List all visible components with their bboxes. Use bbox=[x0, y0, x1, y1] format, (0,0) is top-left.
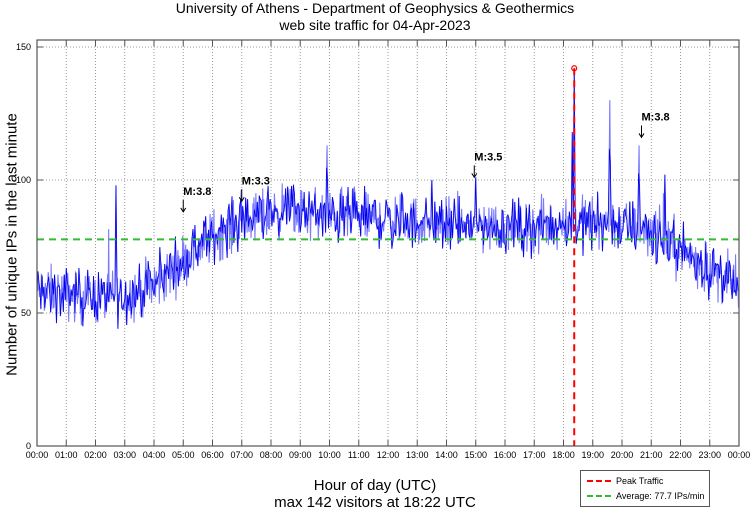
earthquake-annotation: M:3.5 bbox=[471, 151, 502, 179]
x-tick-label: 19:00 bbox=[581, 450, 604, 460]
x-tick-label: 23:00 bbox=[698, 450, 721, 460]
annotation-arrow-head bbox=[180, 207, 187, 213]
x-tick-label: 00:00 bbox=[728, 450, 750, 460]
series-line bbox=[36, 68, 739, 329]
annotation-arrow-head bbox=[471, 173, 478, 179]
legend-item-average: Average: 77.7 IPs/min bbox=[587, 490, 704, 502]
legend-swatch-average bbox=[587, 495, 611, 497]
x-tick-label: 00:00 bbox=[26, 450, 49, 460]
x-tick-label: 06:00 bbox=[201, 450, 224, 460]
annotation-label: M:3.8 bbox=[642, 111, 670, 123]
x-tick-label: 14:00 bbox=[435, 450, 458, 460]
earthquake-annotation: M:3.3 bbox=[238, 175, 270, 203]
x-axis-label: Hour of day (UTC) bbox=[313, 477, 437, 494]
legend: Peak Traffic Average: 77.7 IPs/min bbox=[580, 470, 710, 507]
x-tick-label: 15:00 bbox=[464, 450, 487, 460]
x-tick-label: 22:00 bbox=[669, 450, 692, 460]
x-tick-label: 01:00 bbox=[55, 450, 78, 460]
chart-plot: 00:00 01:00 02:00 03:00 04:00 05:00 06:00 07:00… bbox=[16, 39, 750, 460]
plot-frame bbox=[36, 39, 740, 447]
plot-area bbox=[37, 40, 739, 446]
x-tick-label: 02:00 bbox=[84, 450, 107, 460]
x-tick-label: 07:00 bbox=[230, 450, 253, 460]
y-axis-label: Number of unique IPs in the last minute bbox=[3, 113, 21, 376]
chart-subtitle: web site traffic for 04-Apr-2023 bbox=[279, 17, 471, 33]
x-tick-label: 03:00 bbox=[113, 450, 136, 460]
legend-label-peak: Peak Traffic bbox=[616, 476, 664, 486]
legend-item-peak: Peak Traffic bbox=[587, 475, 663, 487]
x-tick-label: 18:00 bbox=[552, 450, 575, 460]
x-tick-label: 05:00 bbox=[172, 450, 195, 460]
x-tick-label: 04:00 bbox=[143, 450, 166, 460]
x-tick-label: 16:00 bbox=[494, 450, 517, 460]
earthquake-annotation: M:3.8 bbox=[180, 186, 211, 213]
y-tick-label: 150 bbox=[16, 42, 31, 52]
y-tick-label: 50 bbox=[21, 308, 31, 318]
x-tick-label: 13:00 bbox=[406, 450, 429, 460]
x-tick-label: 20:00 bbox=[611, 450, 634, 460]
annotation-label: M:3.8 bbox=[183, 186, 211, 198]
annotation-label: M:3.5 bbox=[474, 151, 502, 163]
x-tick-label: 21:00 bbox=[640, 450, 663, 460]
x-tick-label: 17:00 bbox=[523, 450, 546, 460]
x-tick-label: 12:00 bbox=[377, 450, 400, 460]
y-tick-label: 100 bbox=[16, 175, 31, 185]
max-visitors-caption: max 142 visitors at 18:22 UTC bbox=[274, 494, 476, 511]
annotation-arrow-head bbox=[238, 197, 245, 203]
chart-title: University of Athens - Department of Geo… bbox=[175, 0, 575, 16]
x-tick-label: 11:00 bbox=[348, 450, 370, 460]
annotation-arrow-head bbox=[638, 133, 645, 139]
y-tick-label: 0 bbox=[26, 441, 31, 451]
earthquake-annotation: M:3.8 bbox=[638, 111, 670, 139]
x-tick-label: 10:00 bbox=[318, 450, 341, 460]
x-tick-label: 09:00 bbox=[289, 450, 312, 460]
x-tick-label: 08:00 bbox=[260, 450, 283, 460]
legend-swatch-peak bbox=[587, 480, 611, 482]
peak-marker bbox=[571, 65, 578, 72]
annotation-label: M:3.3 bbox=[242, 175, 270, 187]
legend-label-average: Average: 77.7 IPs/min bbox=[616, 491, 705, 501]
